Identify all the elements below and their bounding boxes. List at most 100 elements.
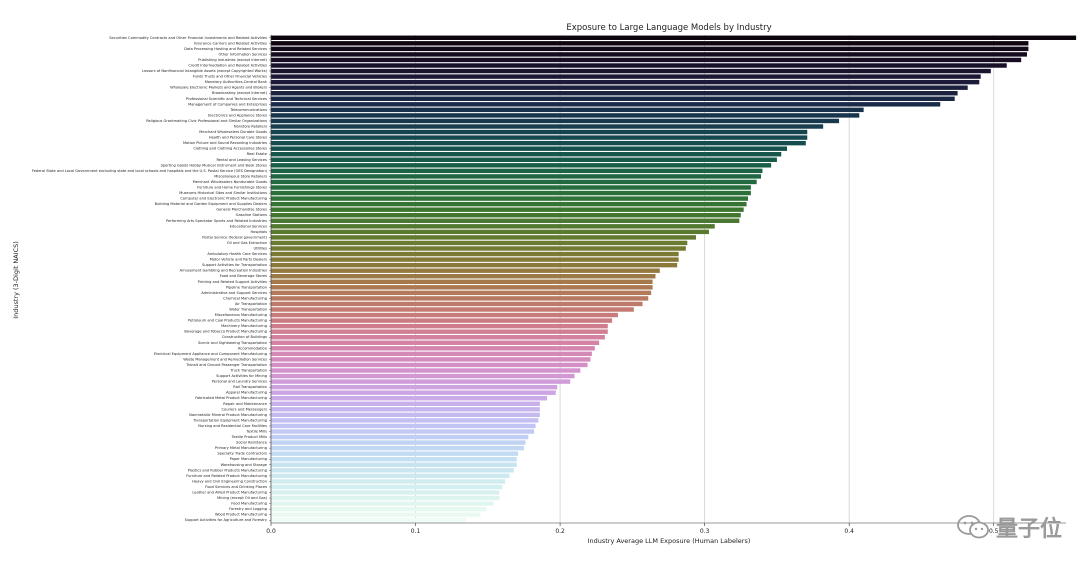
bar xyxy=(271,401,540,406)
category-label: Funds Trusts and Other Financial Vehicle… xyxy=(193,75,267,79)
category-label: Miscellaneous Manufacturing xyxy=(215,313,267,317)
bar xyxy=(271,340,600,345)
category-label: Credit Intermediation and Related Activi… xyxy=(188,64,267,68)
bar xyxy=(271,251,679,257)
bar xyxy=(271,390,556,395)
category-label: Petroleum and Coal Products Manufacturin… xyxy=(188,319,267,323)
bar xyxy=(271,41,1029,46)
category-label: Rental and Leasing Services xyxy=(216,158,267,162)
bar xyxy=(271,240,688,246)
category-label: Plastics and Rubber Products Manufacturi… xyxy=(188,468,267,472)
bar xyxy=(271,351,592,357)
watermark: 量子位 xyxy=(956,511,1062,543)
category-label: Gasoline Stations xyxy=(236,213,267,217)
bar xyxy=(271,107,864,113)
category-label: Printing and Related Support Activities xyxy=(198,280,268,284)
bar xyxy=(271,218,740,223)
bar xyxy=(271,429,535,434)
bar xyxy=(271,91,958,96)
category-label: Sporting Goods Hobby Musical Instrument … xyxy=(161,163,268,167)
bar xyxy=(271,201,747,207)
category-label: Hospitals xyxy=(250,230,267,234)
watermark-text: 量子位 xyxy=(995,517,1062,542)
x-axis-label: Industry Average LLM Exposure (Human Lab… xyxy=(588,537,751,545)
category-label: Nursing and Residential Care Facilities xyxy=(198,424,267,428)
bar xyxy=(271,135,808,140)
category-label: Merchant Wholesalers Nondurable Goods xyxy=(193,180,268,184)
bar xyxy=(271,268,660,273)
bar xyxy=(271,52,1027,57)
bar xyxy=(271,229,709,235)
category-label: Ambulatory Health Care Services xyxy=(207,252,267,256)
category-label: Management of Companies and Enterprises xyxy=(188,102,267,106)
bar xyxy=(271,296,649,301)
bar xyxy=(271,68,991,74)
category-label: Monetary Authorities-Central Bank xyxy=(205,80,268,84)
bar xyxy=(271,357,591,362)
category-label: Performing Arts Spectator Sports and Rel… xyxy=(166,219,267,223)
bar xyxy=(271,113,860,118)
category-label: Furniture and Related Product Manufactur… xyxy=(186,474,267,478)
bar xyxy=(271,257,679,262)
category-label: Food and Beverage Stores xyxy=(220,274,267,278)
category-label: Clothing and Clothing Accessories Stores xyxy=(193,147,267,151)
bar xyxy=(271,418,539,423)
bar xyxy=(271,468,514,473)
category-label: Broadcasting (except Internet) xyxy=(212,91,268,95)
bar xyxy=(271,235,696,240)
bar xyxy=(271,190,751,196)
category-label: Professional Scientific and Technical Se… xyxy=(186,97,267,101)
bar xyxy=(271,290,652,296)
bar xyxy=(271,462,517,467)
category-label: Telecommunications xyxy=(229,108,267,112)
category-label: Oil and Gas Extraction xyxy=(227,241,267,245)
category-label: Health and Personal Care Stores xyxy=(209,136,267,140)
category-label: Beverage and Tobacco Product Manufacturi… xyxy=(184,330,267,334)
category-label: Social Assistance xyxy=(236,441,268,445)
category-label: Paper Manufacturing xyxy=(230,457,267,461)
bar xyxy=(271,207,744,212)
bar xyxy=(271,118,840,124)
bar xyxy=(271,379,571,384)
bar xyxy=(271,224,715,229)
category-label: Miscellaneous Store Retailers xyxy=(214,174,267,178)
bar xyxy=(271,129,808,135)
x-tick-label: 0.1 xyxy=(411,528,421,535)
bar xyxy=(271,373,575,379)
bar xyxy=(271,163,772,168)
bar xyxy=(271,179,757,185)
category-label: Motion Picture and Sound Recording Indus… xyxy=(183,141,267,145)
bar xyxy=(271,301,643,307)
category-label: Museums Historical Sites and Similar Ins… xyxy=(179,191,267,195)
category-label: Support Activities for Transportation xyxy=(202,263,267,267)
bar xyxy=(271,307,634,312)
bar xyxy=(271,168,763,174)
category-label: Accommodation xyxy=(238,346,267,350)
category-label: Postal Service (federal government) xyxy=(202,235,267,239)
category-label: Primary Metal Manufacturing xyxy=(215,446,267,450)
bar xyxy=(271,512,481,517)
bar xyxy=(271,484,503,490)
bar xyxy=(271,152,782,157)
category-label: Repair and Maintenance xyxy=(223,402,267,406)
category-label: Food Services and Drinking Places xyxy=(205,485,267,489)
category-label: Personal and Laundry Services xyxy=(212,380,267,384)
bar xyxy=(271,362,588,368)
x-tick-label: 0.4 xyxy=(844,528,854,535)
bar xyxy=(271,407,540,412)
bars xyxy=(271,35,1077,523)
chart-title: Exposure to Large Language Models by Ind… xyxy=(566,23,771,33)
x-tick-label: 0.0 xyxy=(266,528,276,535)
y-axis-label: Industry (3-Digit NAICS) xyxy=(12,241,20,319)
category-label: Textile Mills xyxy=(245,430,267,434)
bar xyxy=(271,423,536,429)
category-label: Warehousing and Storage xyxy=(221,463,268,467)
bar xyxy=(271,279,653,284)
category-label: Fabricated Metal Product Manufacturing xyxy=(195,396,267,400)
category-label: Utilities xyxy=(253,247,267,251)
bar xyxy=(271,479,506,484)
category-label: Machinery Manufacturing xyxy=(221,324,267,328)
category-label: Textile Product Mills xyxy=(231,435,268,439)
category-label: Furniture and Home Furnishings Stores xyxy=(197,186,267,190)
